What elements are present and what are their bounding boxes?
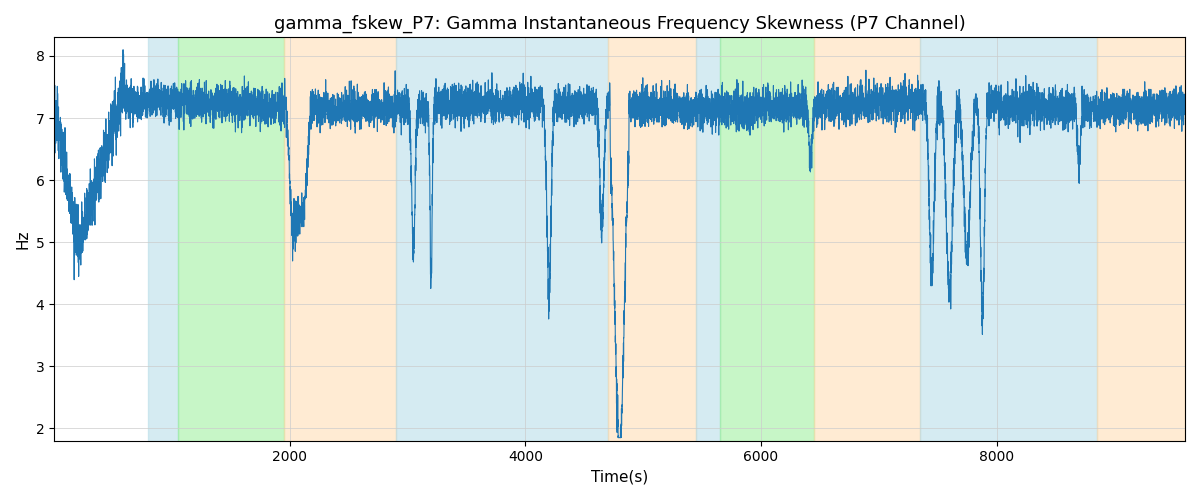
Bar: [149, 38, 178, 440]
X-axis label: Time(s): Time(s): [590, 470, 648, 485]
Bar: [396, 38, 607, 440]
Bar: [284, 38, 396, 440]
Bar: [814, 38, 920, 440]
Bar: [178, 38, 284, 440]
Bar: [920, 38, 1097, 440]
Bar: [607, 38, 696, 440]
Title: gamma_fskew_P7: Gamma Instantaneous Frequency Skewness (P7 Channel): gamma_fskew_P7: Gamma Instantaneous Freq…: [274, 15, 966, 34]
Bar: [720, 38, 814, 440]
Y-axis label: Hz: Hz: [16, 230, 30, 249]
Bar: [696, 38, 720, 440]
Bar: [1097, 38, 1186, 440]
